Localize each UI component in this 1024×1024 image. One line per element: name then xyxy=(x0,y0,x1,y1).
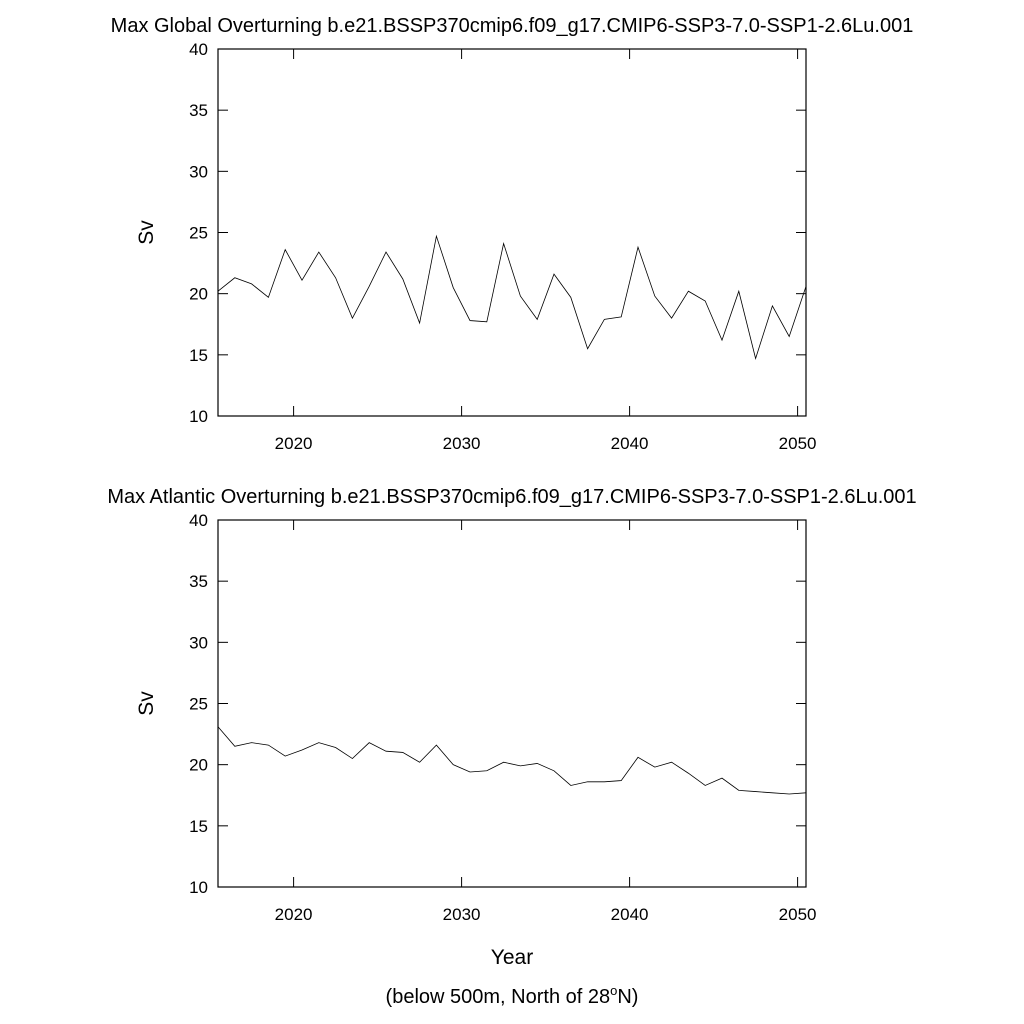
x-tick-label: 2040 xyxy=(611,434,649,453)
x-tick-label: 2030 xyxy=(443,434,481,453)
y-tick-label: 10 xyxy=(189,878,208,897)
y-tick-label: 40 xyxy=(189,511,208,530)
y-tick-label: 35 xyxy=(189,572,208,591)
x-tick-label: 2030 xyxy=(443,905,481,924)
y-tick-label: 20 xyxy=(189,756,208,775)
y-tick-label: 15 xyxy=(189,346,208,365)
y-tick-label: 25 xyxy=(189,224,208,243)
y-tick-label: 10 xyxy=(189,407,208,426)
y-tick-label: 15 xyxy=(189,817,208,836)
footnote-part: o xyxy=(610,983,617,998)
x-tick-label: 2040 xyxy=(611,905,649,924)
y-axis-label: Sv xyxy=(135,691,158,716)
y-tick-label: 30 xyxy=(189,633,208,652)
y-axis-label: Sv xyxy=(135,220,158,245)
chart-title: Max Atlantic Overturning b.e21.BSSP370cm… xyxy=(107,486,916,508)
x-tick-label: 2050 xyxy=(779,905,817,924)
footnote-part: (below 500m, North of 28 xyxy=(386,986,611,1008)
x-tick-label: 2020 xyxy=(275,434,313,453)
y-tick-label: 30 xyxy=(189,162,208,181)
footnote: (below 500m, North of 28oN) xyxy=(386,983,639,1008)
plot-frame xyxy=(217,519,807,888)
x-axis-label: Year xyxy=(491,946,533,969)
plot-frame xyxy=(217,48,807,417)
data-line xyxy=(217,726,807,795)
footnote-part: N) xyxy=(617,986,638,1008)
y-tick-label: 35 xyxy=(189,101,208,120)
x-tick-label: 2050 xyxy=(779,434,817,453)
chart-title: Max Global Overturning b.e21.BSSP370cmip… xyxy=(111,15,914,37)
data-line xyxy=(217,234,807,360)
y-tick-label: 20 xyxy=(189,285,208,304)
y-tick-label: 40 xyxy=(189,40,208,59)
x-tick-label: 2020 xyxy=(275,905,313,924)
y-tick-label: 25 xyxy=(189,695,208,714)
